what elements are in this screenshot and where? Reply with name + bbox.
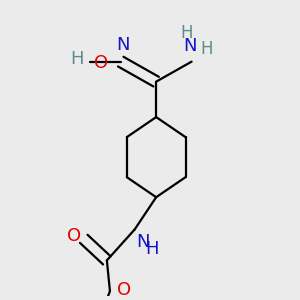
Text: O: O: [117, 280, 131, 298]
Text: N: N: [116, 36, 130, 54]
Text: H: H: [146, 240, 159, 258]
Text: H: H: [181, 24, 193, 42]
Text: N: N: [136, 232, 150, 250]
Text: H: H: [201, 40, 213, 58]
Text: H: H: [70, 50, 84, 68]
Text: O: O: [67, 227, 81, 245]
Text: N: N: [183, 37, 197, 55]
Text: O: O: [94, 54, 108, 72]
